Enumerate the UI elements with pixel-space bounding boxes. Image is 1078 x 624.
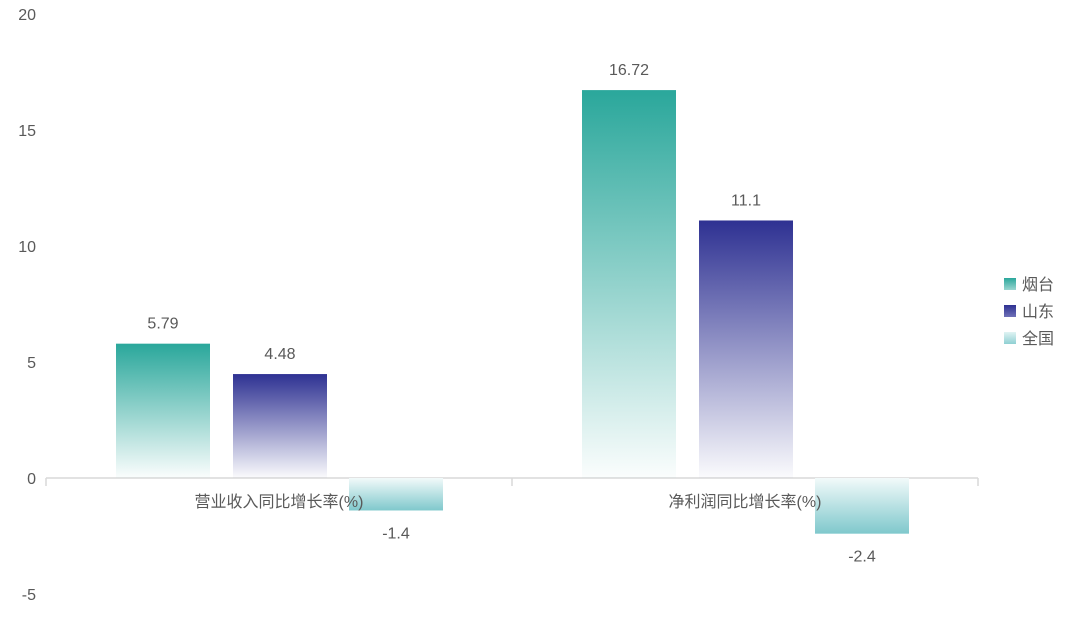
- category-label: 净利润同比增长率(%): [669, 493, 822, 511]
- bar: [699, 220, 793, 479]
- bar: [582, 90, 676, 478]
- bar: [349, 478, 443, 511]
- legend-swatch: [1004, 278, 1016, 290]
- y-tick-label: 5: [27, 355, 36, 372]
- data-label: 11.1: [731, 192, 761, 209]
- legend-swatch: [1004, 332, 1016, 344]
- bar: [233, 374, 327, 478]
- legend-label: 全国: [1022, 330, 1054, 348]
- data-label: -1.4: [382, 525, 410, 542]
- category-labels: 营业收入同比增长率(%) 净利润同比增长率(%): [195, 493, 822, 511]
- bar: [116, 343, 210, 478]
- data-label: 4.48: [264, 346, 295, 363]
- category-label: 营业收入同比增长率(%): [195, 493, 364, 511]
- y-tick-label: 15: [18, 123, 36, 140]
- data-label: 5.79: [147, 316, 178, 333]
- bars-group: [116, 90, 909, 534]
- data-label: 16.72: [609, 62, 649, 79]
- y-tick-label: 0: [27, 471, 36, 488]
- y-tick-label: 20: [18, 7, 36, 24]
- y-tick-label: -5: [22, 587, 36, 604]
- y-axis-ticks: 20 15 10 5 0 -5: [18, 7, 36, 604]
- y-tick-label: 10: [18, 239, 36, 256]
- legend-swatch: [1004, 305, 1016, 317]
- bar: [815, 478, 909, 534]
- data-labels: 5.79 16.72 4.48 11.1 -1.4 -2.4: [147, 62, 875, 566]
- data-label: -2.4: [848, 549, 876, 566]
- legend-label: 烟台: [1022, 276, 1054, 294]
- legend-label: 山东: [1022, 303, 1054, 321]
